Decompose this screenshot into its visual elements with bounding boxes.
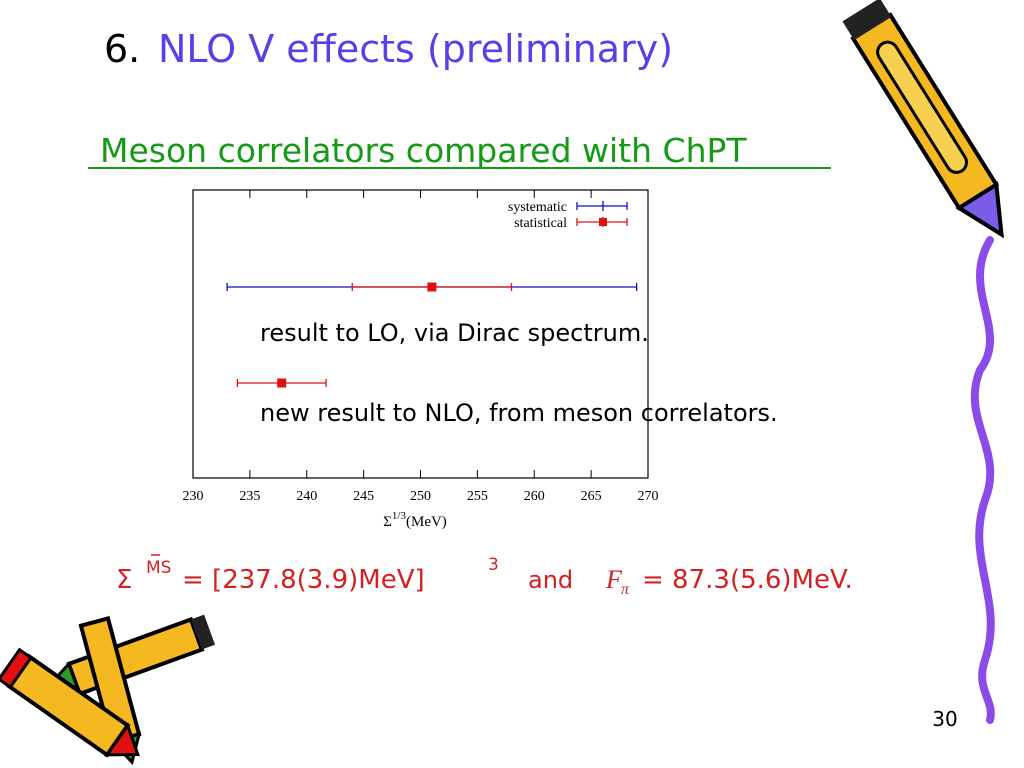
formula-part: and bbox=[528, 566, 573, 594]
x-tick-label: 245 bbox=[353, 489, 374, 504]
formula: Σ MS = [237.8(3.9)MeV] 3 and F π = 87.3(… bbox=[116, 554, 853, 598]
x-label-part: Σ bbox=[383, 514, 392, 530]
page-number: 30 bbox=[932, 707, 957, 731]
title-text: NLO V effects (preliminary) bbox=[158, 27, 673, 71]
pencil bbox=[842, 0, 1004, 239]
pencil bbox=[0, 647, 140, 758]
legend-label: systematic bbox=[508, 200, 567, 215]
x-tick-label: 240 bbox=[296, 489, 317, 504]
x-tick-label: 235 bbox=[239, 489, 260, 504]
x-tick-label: 230 bbox=[183, 489, 204, 504]
x-tick-label: 250 bbox=[410, 489, 431, 504]
formula-part: F bbox=[605, 565, 623, 594]
subtitle: Meson correlators compared with ChPT bbox=[100, 131, 747, 170]
formula-part: Σ bbox=[116, 565, 132, 595]
formula-part: π bbox=[621, 581, 630, 598]
title-number: 6. bbox=[104, 27, 140, 71]
formula-part: = 87.3(5.6)MeV. bbox=[642, 565, 853, 595]
point-marker bbox=[277, 378, 287, 388]
wavy-line bbox=[970, 236, 995, 724]
formula-part: = [237.8(3.9)MeV] bbox=[182, 565, 425, 595]
x-tick-label: 255 bbox=[467, 489, 488, 504]
chart: 230 235 240 245 250 255 260 265 270 systematicsta… bbox=[183, 190, 778, 504]
point-label: result to LO, via Dirac spectrum. bbox=[260, 319, 649, 347]
x-tick-label: 265 bbox=[581, 489, 602, 504]
legend-label: statistical bbox=[514, 216, 567, 231]
slide-title: 6. NLO V effects (preliminary) bbox=[104, 27, 673, 71]
formula-part: MS bbox=[146, 558, 171, 578]
x-axis-label: Σ1/3(MeV) bbox=[383, 510, 447, 530]
x-tick-label: 260 bbox=[524, 489, 545, 504]
x-label-part: (MeV) bbox=[406, 514, 447, 530]
x-label-part: 1/3 bbox=[392, 510, 407, 522]
legend-symbol bbox=[576, 201, 628, 211]
point-marker bbox=[427, 282, 437, 292]
formula-part: 3 bbox=[488, 555, 499, 575]
point-label: new result to NLO, from meson correlator… bbox=[260, 399, 778, 427]
legend-symbol bbox=[599, 218, 607, 226]
x-tick-label: 270 bbox=[638, 489, 659, 504]
